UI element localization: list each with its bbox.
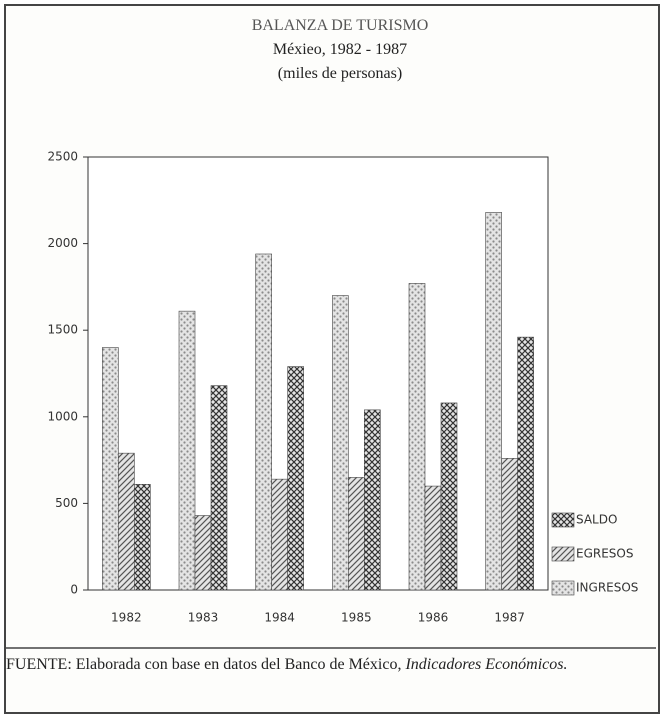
source-label: FUENTE:	[6, 656, 72, 673]
bar	[424, 485, 442, 591]
bar	[178, 310, 196, 591]
bar	[485, 212, 502, 591]
chart-title: BALANZA DE TURISMO	[252, 17, 429, 34]
bar	[134, 484, 151, 591]
legend-label: SALDO	[576, 513, 617, 527]
bar	[408, 283, 426, 591]
bar	[517, 336, 534, 591]
legend-swatch	[551, 546, 575, 562]
legend-swatch	[551, 580, 575, 596]
bar	[118, 452, 135, 591]
bar	[102, 347, 119, 591]
legend-label: INGRESOS	[576, 581, 638, 595]
plot-area	[87, 156, 549, 591]
bar	[364, 409, 381, 591]
x-tick-label: 1984	[264, 611, 295, 625]
unit-note: (miles de personas)	[278, 65, 402, 82]
bar	[255, 253, 272, 591]
source-text: Elaborada con base en datos del Banco de…	[75, 656, 402, 673]
bar	[210, 385, 228, 591]
x-tick-label: 1987	[494, 611, 525, 625]
bar	[287, 366, 304, 591]
y-tick-label: 2500	[47, 150, 78, 164]
bar	[440, 402, 458, 591]
x-tick-label: 1986	[418, 611, 449, 625]
legend-swatch	[551, 512, 575, 528]
x-tick-label: 1982	[111, 611, 142, 625]
y-tick-label: 2000	[47, 236, 78, 250]
x-tick-label: 1983	[188, 611, 219, 625]
bar	[348, 477, 365, 591]
bar	[501, 458, 518, 591]
y-tick-label: 500	[55, 496, 78, 510]
legend-label: EGRESOS	[576, 547, 633, 561]
source-note: FUENTE: Elaborada con base en datos del …	[6, 654, 646, 675]
y-tick-label: 1000	[47, 409, 78, 423]
chart: BALANZA DE TURISMO Méxieo, 1982 - 1987 (…	[6, 17, 656, 649]
y-tick-label: 0	[70, 583, 78, 597]
chart-subtitle: Méxieo, 1982 - 1987	[273, 41, 407, 58]
source-publication: Indicadores Económicos.	[405, 656, 568, 673]
bar	[332, 295, 349, 591]
y-tick-label: 1500	[47, 323, 78, 337]
bar	[194, 515, 212, 591]
x-tick-label: 1985	[341, 611, 372, 625]
bar	[271, 478, 288, 591]
